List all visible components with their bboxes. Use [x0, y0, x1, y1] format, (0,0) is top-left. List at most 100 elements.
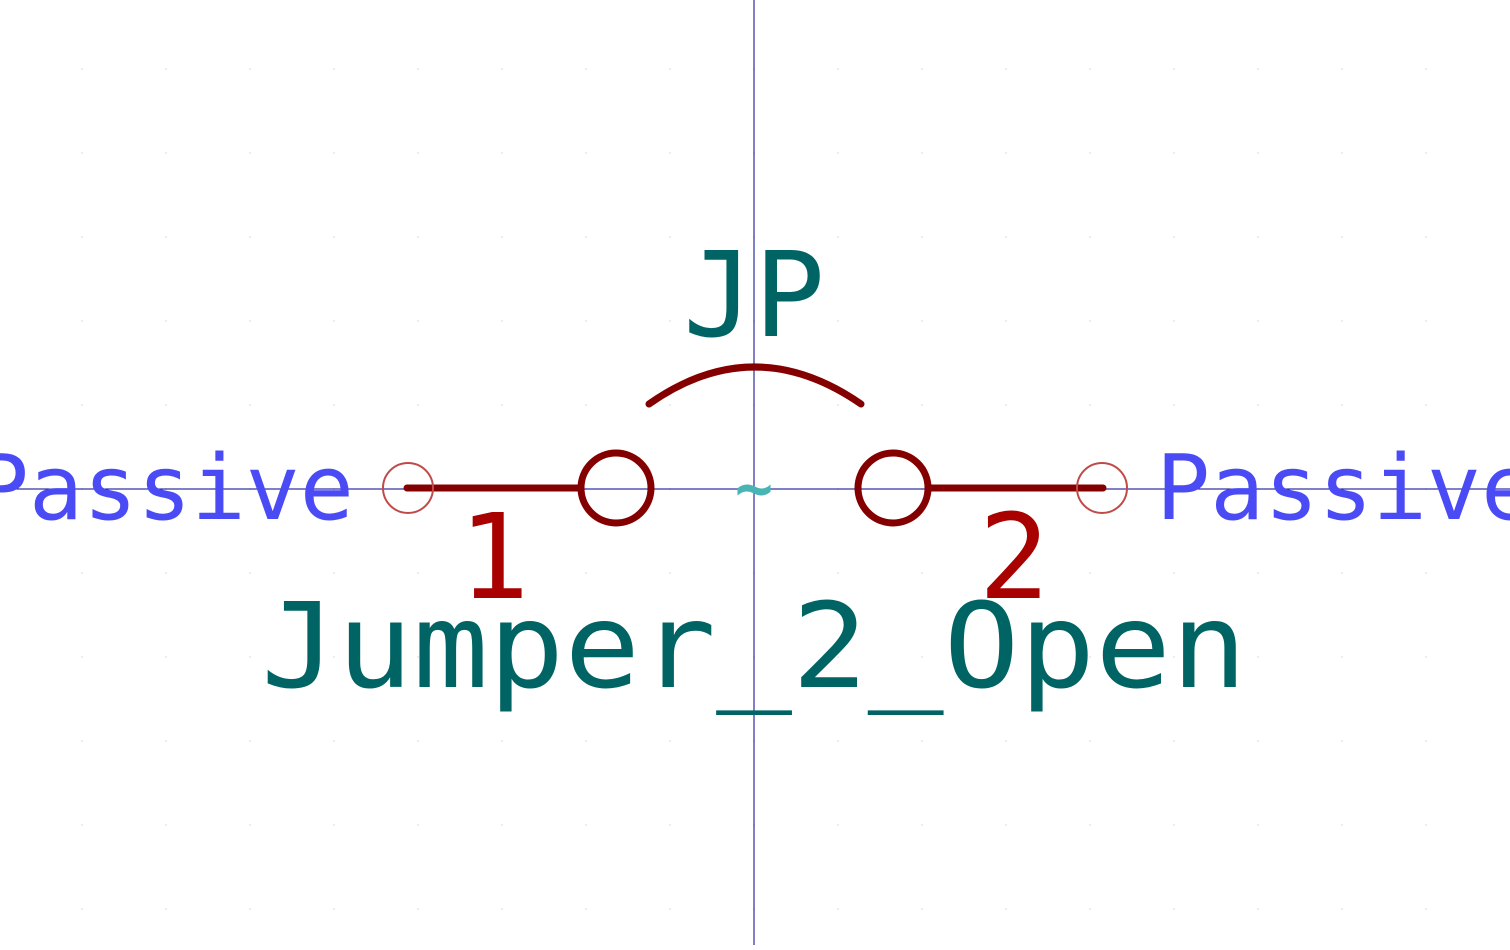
grid-dot [1257, 236, 1259, 238]
grid-dot [1089, 320, 1091, 322]
grid-dot [81, 404, 83, 406]
grid-dot [1425, 572, 1427, 574]
grid-dot [1173, 236, 1175, 238]
grid-dot [1005, 320, 1007, 322]
grid-dot [81, 908, 83, 910]
grid-dot [501, 908, 503, 910]
grid-dot [669, 908, 671, 910]
grid-dot [1005, 824, 1007, 826]
grid-dot [333, 908, 335, 910]
grid-dot [669, 152, 671, 154]
grid-dot [81, 824, 83, 826]
contact-circle-right[interactable] [854, 449, 932, 527]
grid-dot [1257, 404, 1259, 406]
grid-dot [1257, 68, 1259, 70]
grid-dot [837, 656, 839, 658]
reference-field[interactable]: JP [683, 226, 825, 364]
grid-dot [333, 656, 335, 658]
grid-dot [837, 404, 839, 406]
grid-dot [417, 572, 419, 574]
grid-dot [165, 236, 167, 238]
grid-dot [1005, 740, 1007, 742]
grid-dot [81, 68, 83, 70]
grid-dot [921, 152, 923, 154]
grid-dot [1425, 908, 1427, 910]
grid-dot [81, 740, 83, 742]
unit-indicator: ~ [735, 452, 774, 526]
grid-dot [1257, 572, 1259, 574]
grid-dot [1089, 908, 1091, 910]
grid-dot [1005, 152, 1007, 154]
grid-dot [585, 404, 587, 406]
grid-dot [1173, 572, 1175, 574]
jumper-arc[interactable] [645, 363, 865, 408]
grid-dot [1341, 824, 1343, 826]
grid-dot [1425, 68, 1427, 70]
grid-dot [837, 572, 839, 574]
contact-circle-left[interactable] [577, 449, 655, 527]
grid-dot [165, 908, 167, 910]
grid-dot [81, 656, 83, 658]
grid-dot [1341, 908, 1343, 910]
grid-dot [1257, 152, 1259, 154]
grid-dot [501, 656, 503, 658]
grid-dot [837, 236, 839, 238]
grid-dot [1257, 824, 1259, 826]
grid-dot [249, 824, 251, 826]
pin-1-end-marker [382, 462, 434, 514]
grid-dot [921, 404, 923, 406]
grid-dot [1089, 68, 1091, 70]
grid-dot [1341, 68, 1343, 70]
grid-dot [1089, 740, 1091, 742]
grid-dot [333, 740, 335, 742]
grid-dot [81, 236, 83, 238]
grid-dot [837, 68, 839, 70]
grid-dot [921, 740, 923, 742]
grid-dot [1173, 908, 1175, 910]
grid-dot [165, 404, 167, 406]
grid-dot [1005, 656, 1007, 658]
grid-dot [333, 572, 335, 574]
grid-dot [1173, 152, 1175, 154]
grid-dot [249, 320, 251, 322]
grid-dot [1257, 740, 1259, 742]
grid-dot [417, 68, 419, 70]
grid-dot [1089, 656, 1091, 658]
grid-dot [585, 68, 587, 70]
value-field[interactable]: Jumper_2_Open [261, 577, 1247, 715]
grid-dot [1425, 236, 1427, 238]
grid-dot [1425, 656, 1427, 658]
grid-dot [501, 740, 503, 742]
grid-dot [585, 152, 587, 154]
grid-dot [669, 68, 671, 70]
grid-dot [669, 572, 671, 574]
grid-dot [1425, 740, 1427, 742]
grid-dot [165, 656, 167, 658]
grid-dot [417, 824, 419, 826]
grid-dot [333, 236, 335, 238]
grid-dot [1005, 404, 1007, 406]
grid-dot [249, 908, 251, 910]
grid-dot [417, 152, 419, 154]
grid-dot [501, 404, 503, 406]
pin-2-type-label: Passive [1156, 436, 1510, 541]
grid-dot [1173, 824, 1175, 826]
grid-dot [333, 68, 335, 70]
grid-dot [165, 572, 167, 574]
pin-1-type-label: Passive [0, 436, 354, 541]
grid-dot [585, 908, 587, 910]
grid-dot [921, 572, 923, 574]
grid-dot [1173, 320, 1175, 322]
grid-dot [1425, 404, 1427, 406]
grid-dot [837, 908, 839, 910]
grid-dot [1257, 656, 1259, 658]
grid-dot [1173, 740, 1175, 742]
pin-1-number: 1 [458, 488, 529, 626]
grid-dot [1341, 236, 1343, 238]
grid-dot [921, 320, 923, 322]
grid-dot [1173, 656, 1175, 658]
grid-dot [1089, 824, 1091, 826]
grid-dot [249, 656, 251, 658]
